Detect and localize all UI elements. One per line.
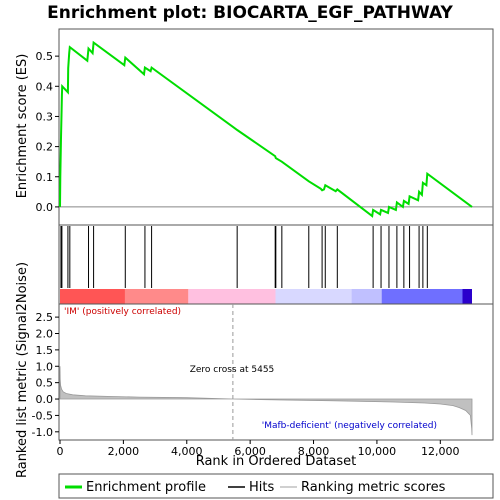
rank-y-tick-label: 2.0 bbox=[36, 327, 54, 340]
zero-cross-annotation: Zero cross at 5455 bbox=[190, 365, 275, 375]
legend-frame bbox=[58, 473, 494, 499]
enrichment-profile-line bbox=[59, 40, 473, 218]
rank-y-tick-label: 0.0 bbox=[36, 393, 54, 406]
ranking-layer: -1.0 -0.5 0.0 0.5 1.0 1.5 2.0 2.5 0 2,000 4,000 6,0… bbox=[32, 304, 473, 458]
x-tick-label: 8,000 bbox=[298, 445, 330, 458]
es-y-tick-label: 0.3 bbox=[36, 110, 54, 123]
es-y-tick-label: 0.0 bbox=[36, 201, 54, 214]
legend-enrichment-label: Enrichment profile bbox=[86, 480, 206, 495]
legend-hits-label: Hits bbox=[249, 480, 274, 495]
x-tick-label: 12,000 bbox=[421, 445, 460, 458]
rank-y-tick-label: 0.5 bbox=[36, 377, 54, 390]
legend-ranking-label: Ranking metric scores bbox=[301, 480, 446, 495]
x-tick-label: 10,000 bbox=[358, 445, 397, 458]
es-y-tick-label: 0.5 bbox=[36, 50, 54, 63]
rank-y-tick-label: 2.5 bbox=[36, 311, 54, 324]
rank-gradient-segment bbox=[381, 289, 463, 304]
rank-y-tick-label: 1.5 bbox=[36, 344, 54, 357]
rank-gradient-segment bbox=[60, 289, 125, 304]
rank-y-tick-label: -1.0 bbox=[32, 426, 53, 439]
x-tick-label: 0 bbox=[57, 445, 64, 458]
rank-gradient-segment bbox=[462, 289, 472, 304]
x-axis-label: Rank in Ordered Dataset bbox=[196, 454, 357, 469]
x-tick-label: 6,000 bbox=[234, 445, 266, 458]
chart-title: Enrichment plot: BIOCARTA_EGF_PATHWAY bbox=[47, 3, 453, 23]
x-tick-label: 2,000 bbox=[108, 445, 140, 458]
rank-gradient-segment bbox=[124, 289, 189, 304]
rank-gradient-segment bbox=[188, 289, 276, 304]
x-tick-label: 4,000 bbox=[171, 445, 203, 458]
hits-layer bbox=[60, 226, 472, 304]
es-panel-frame bbox=[58, 28, 494, 226]
rank-gradient-segment bbox=[351, 289, 382, 304]
positive-annotation: 'IM' (positively correlated) bbox=[64, 307, 181, 317]
es-y-axis-label: Enrichment score (ES) bbox=[15, 54, 30, 199]
es-y-tick-label: 0.2 bbox=[36, 141, 54, 154]
rank-y-tick-label: -0.5 bbox=[32, 409, 53, 422]
rank-y-tick-label: 1.0 bbox=[36, 360, 54, 373]
es-layer: 0.0 0.1 0.2 0.3 0.4 0.5 bbox=[36, 40, 493, 218]
ranking-metric-area bbox=[59, 366, 473, 436]
negative-annotation: 'Mafb-deficient' (negatively correlated) bbox=[262, 421, 437, 431]
es-y-tick-label: 0.1 bbox=[36, 171, 54, 184]
ranking-panel-frame bbox=[58, 303, 494, 441]
rank-gradient-segment bbox=[275, 289, 352, 304]
es-y-tick-label: 0.4 bbox=[36, 80, 54, 93]
ranking-y-axis-label: Ranked list metric (Signal2Noise) bbox=[15, 262, 30, 478]
